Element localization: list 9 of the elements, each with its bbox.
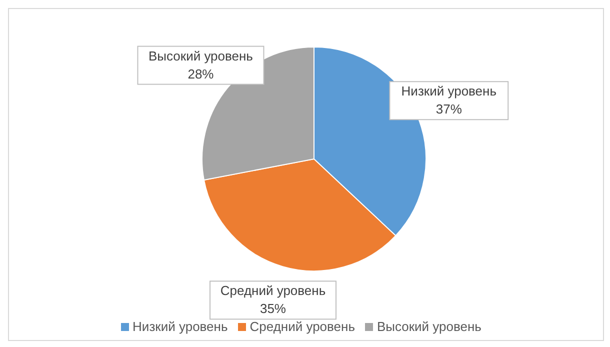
data-label: 28%: [188, 66, 214, 82]
slice-label: Низкий уровень: [401, 84, 497, 99]
legend-label: Низкий уровень: [132, 319, 228, 334]
slice-label: Высокий уровень: [148, 48, 254, 64]
legend-label: Средний уровень: [250, 319, 355, 334]
legend-label: Высокий уровень: [376, 319, 482, 334]
slice-label: Средний уровень: [220, 283, 326, 298]
data-label: 37%: [436, 102, 462, 117]
data-label: 35%: [260, 301, 286, 316]
